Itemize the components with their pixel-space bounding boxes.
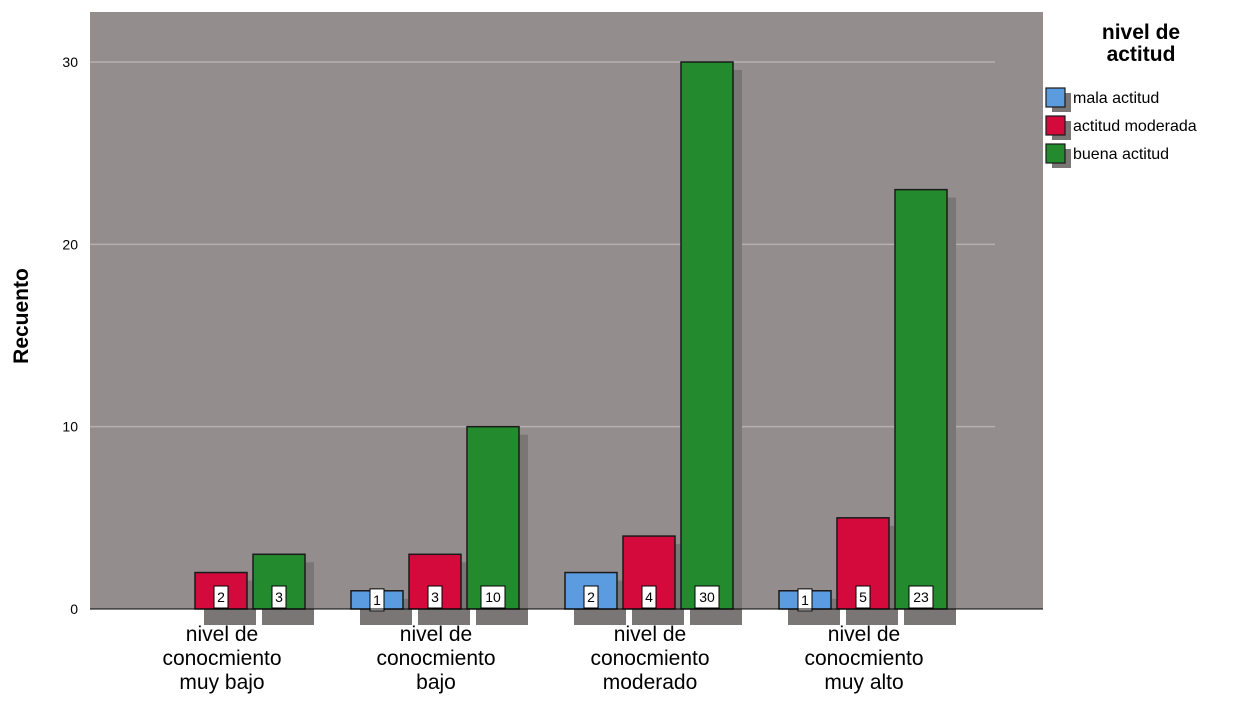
data-label-box — [480, 585, 506, 609]
x-category-label: nivel de — [186, 623, 258, 646]
data-label: 1 — [801, 592, 809, 608]
y-tick-label: 0 — [70, 601, 78, 617]
data-label-box — [797, 588, 813, 612]
bar — [894, 188, 948, 610]
data-label-box — [855, 585, 871, 609]
legend-label: actitud moderada — [1073, 118, 1197, 135]
data-label: 2 — [217, 589, 225, 605]
bars — [194, 61, 956, 625]
x-category-label: conocmiento — [162, 647, 281, 670]
bar — [466, 425, 520, 610]
x-category-label: conocmiento — [590, 647, 709, 670]
data-label: 30 — [699, 589, 715, 605]
x-category-label: conocmiento — [804, 647, 923, 670]
x-category-label: conocmiento — [376, 647, 495, 670]
legend-swatch — [1045, 87, 1066, 108]
data-label-box — [369, 588, 385, 612]
x-category-label: muy alto — [824, 671, 903, 694]
data-label: 3 — [431, 589, 439, 605]
gridlines — [90, 61, 995, 428]
data-label-box — [427, 585, 443, 609]
y-axis-label: Recuento — [10, 268, 33, 364]
data-label: 2 — [587, 589, 595, 605]
legend-swatch — [1045, 143, 1066, 164]
legend-title: actitud — [1107, 43, 1176, 66]
y-tick-label: 30 — [62, 54, 78, 70]
data-label: 10 — [485, 589, 501, 605]
data-label: 1 — [373, 592, 381, 608]
x-category-label: nivel de — [828, 623, 900, 646]
legend-title: nivel de — [1102, 21, 1180, 44]
bar — [680, 61, 734, 610]
x-category-label: bajo — [416, 671, 456, 694]
x-category-label: muy bajo — [179, 671, 264, 694]
data-label-box — [271, 585, 287, 609]
data-label-box — [641, 585, 657, 609]
data-label-box — [583, 585, 599, 609]
y-tick-label: 20 — [62, 236, 78, 252]
legend-label: mala actitud — [1073, 90, 1159, 107]
x-category-label: nivel de — [614, 623, 686, 646]
legend-label: buena actitud — [1073, 146, 1169, 163]
data-label: 23 — [913, 589, 929, 605]
y-tick-label: 10 — [62, 419, 78, 435]
data-labels: 1 2 12 3 4 53 10 30 23 — [213, 585, 934, 612]
plot-area — [90, 12, 1043, 609]
data-label-box — [694, 585, 720, 609]
data-label: 4 — [645, 589, 653, 605]
y-axis-ticks: 0 10 20 30 — [62, 54, 78, 617]
legend-swatch — [1045, 115, 1066, 136]
data-label: 3 — [275, 589, 283, 605]
x-category-label: moderado — [603, 671, 698, 694]
x-category-label: nivel de — [400, 623, 472, 646]
data-label-box — [213, 585, 229, 609]
data-label: 5 — [859, 589, 867, 605]
data-label-box — [908, 585, 934, 609]
